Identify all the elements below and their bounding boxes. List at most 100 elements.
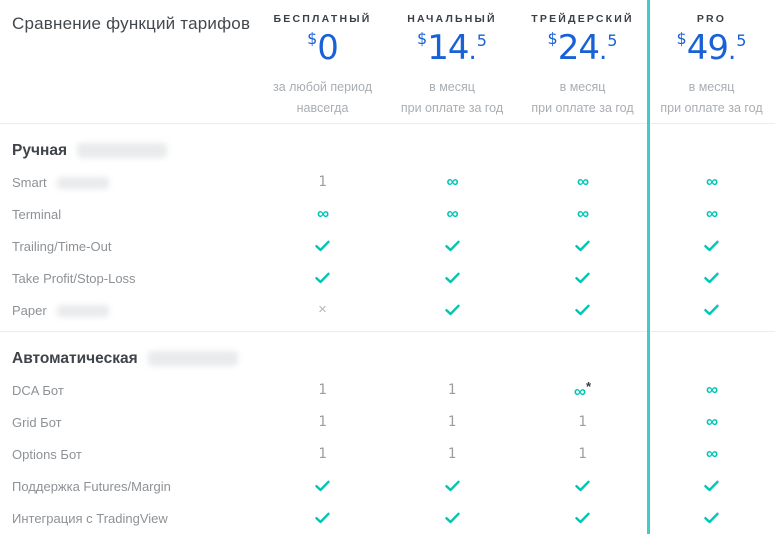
redacted-text-blur xyxy=(56,305,109,318)
feature-count-value: 1 xyxy=(517,413,648,431)
billing-period: в месяц при оплате за год xyxy=(387,77,517,119)
section-title-row: Ручная xyxy=(0,136,775,166)
feature-included-value xyxy=(387,301,517,319)
feature-included-value xyxy=(648,301,775,319)
feature-included-value xyxy=(517,477,648,495)
feature-included-value xyxy=(517,301,648,319)
price-integer: 24 xyxy=(557,28,600,68)
billing-period-line1: в месяц xyxy=(688,80,735,94)
feature-included-value xyxy=(258,509,387,527)
feature-section: Автоматическая DCA Бот 1 1 ∞* ∞ Grid Бот 1 1 1 ∞ Op… xyxy=(0,332,775,534)
check-icon xyxy=(575,509,590,526)
feature-included-value xyxy=(387,269,517,287)
feature-unlimited-value: ∞* xyxy=(517,379,648,402)
price-integer: 49 xyxy=(686,28,729,68)
table-row: Take Profit/Stop-Loss xyxy=(0,262,775,294)
feature-label-text: Интеграция с TradingView xyxy=(12,510,168,526)
table-row: Поддержка Futures/Margin xyxy=(0,470,775,502)
currency-symbol: $ xyxy=(676,29,687,48)
feature-unlimited-value: ∞ xyxy=(517,172,648,192)
count-value: 1 xyxy=(318,414,327,430)
feature-label-text: Take Profit/Stop-Loss xyxy=(12,270,136,286)
feature-included-value xyxy=(258,269,387,287)
infinity-icon: ∞ xyxy=(705,204,718,223)
check-icon xyxy=(575,237,590,254)
plan-price: $49.5 xyxy=(648,28,775,68)
check-icon xyxy=(575,301,590,318)
plan-name: НАЧАЛЬНЫЙ xyxy=(407,13,497,25)
feature-count-value: 1 xyxy=(387,413,517,431)
redacted-text-blur xyxy=(147,351,238,367)
price-integer: 14 xyxy=(427,28,469,68)
feature-label-text: Paper xyxy=(12,302,47,318)
page-title: Сравнение функций тарифов xyxy=(12,14,251,33)
feature-sections: Ручная Smart 1 ∞ ∞ ∞ Terminal ∞ ∞ ∞ ∞ Trailing/Time… xyxy=(0,124,775,534)
cross-icon: × xyxy=(318,301,327,318)
infinity-icon: ∞ xyxy=(576,172,589,191)
billing-period-line2: при оплате за год xyxy=(531,101,634,115)
table-row: Grid Бот 1 1 1 ∞ xyxy=(0,406,775,438)
feature-label: Smart xyxy=(0,175,258,190)
billing-period: в месяц при оплате за год xyxy=(648,77,775,119)
feature-count-value: 1 xyxy=(258,381,387,399)
count-value: 1 xyxy=(578,414,587,430)
feature-excluded-value: × xyxy=(258,301,387,319)
count-value: 1 xyxy=(318,446,327,462)
check-icon xyxy=(444,301,460,318)
feature-count-value: 1 xyxy=(387,381,517,399)
currency-symbol: $ xyxy=(547,29,558,48)
check-icon xyxy=(704,509,719,526)
table-row: Terminal ∞ ∞ ∞ ∞ xyxy=(0,198,775,230)
count-value: 1 xyxy=(447,414,457,430)
feature-label-text: Trailing/Time-Out xyxy=(12,238,112,254)
billing-period-line2: при оплате за год xyxy=(660,101,763,115)
section-title-row: Автоматическая xyxy=(0,344,775,374)
feature-unlimited-value: ∞ xyxy=(387,172,517,192)
feature-label-text: Options Бот xyxy=(12,446,82,462)
redacted-text-blur xyxy=(76,143,167,159)
feature-included-value xyxy=(648,269,775,287)
price-dot: . xyxy=(728,36,737,66)
plan-price: $0 xyxy=(258,28,387,68)
price-cents: 5 xyxy=(736,31,747,50)
billing-period: за любой период навсегда xyxy=(258,77,387,119)
check-icon xyxy=(315,237,330,254)
check-icon xyxy=(444,269,460,286)
plan-column-starter: НАЧАЛЬНЫЙ $14.5 в месяц при оплате за го… xyxy=(387,0,517,123)
infinity-icon: ∞ xyxy=(446,204,458,223)
plan-name: PRO xyxy=(696,13,727,25)
plan-name: БЕСПЛАТНЫЙ xyxy=(273,13,372,25)
feature-unlimited-value: ∞ xyxy=(648,204,775,224)
check-icon xyxy=(315,509,330,526)
billing-period: в месяц при оплате за год xyxy=(517,77,648,119)
feature-label-text: Terminal xyxy=(12,206,62,222)
feature-included-value xyxy=(517,237,648,255)
check-icon xyxy=(575,269,590,286)
feature-included-value xyxy=(258,477,387,495)
section-title-text: Автоматическая xyxy=(12,350,138,367)
feature-unlimited-value: ∞ xyxy=(517,204,648,224)
feature-label: DCA Бот xyxy=(0,383,258,398)
feature-unlimited-value: ∞ xyxy=(648,380,775,400)
feature-included-value xyxy=(517,269,648,287)
feature-label: Options Бот xyxy=(0,447,258,462)
feature-unlimited-value: ∞ xyxy=(648,412,775,432)
feature-included-value xyxy=(648,509,775,527)
infinity-icon: ∞ xyxy=(573,381,586,401)
infinity-icon: ∞ xyxy=(705,412,718,431)
feature-included-value xyxy=(387,477,517,495)
asterisk-footnote: * xyxy=(586,378,592,394)
feature-included-value xyxy=(648,477,775,495)
feature-count-value: 1 xyxy=(387,445,517,463)
billing-period-line2: при оплате за год xyxy=(400,101,504,115)
table-row: Trailing/Time-Out xyxy=(0,230,775,262)
pro-column-highlight-line xyxy=(647,0,650,534)
check-icon xyxy=(704,477,719,494)
feature-included-value xyxy=(387,509,517,527)
plan-name: ТРЕЙДЕРСКИЙ xyxy=(531,13,634,25)
infinity-icon: ∞ xyxy=(705,172,718,191)
table-row: Интеграция с TradingView xyxy=(0,502,775,534)
infinity-icon: ∞ xyxy=(705,380,718,399)
check-icon xyxy=(315,269,330,286)
